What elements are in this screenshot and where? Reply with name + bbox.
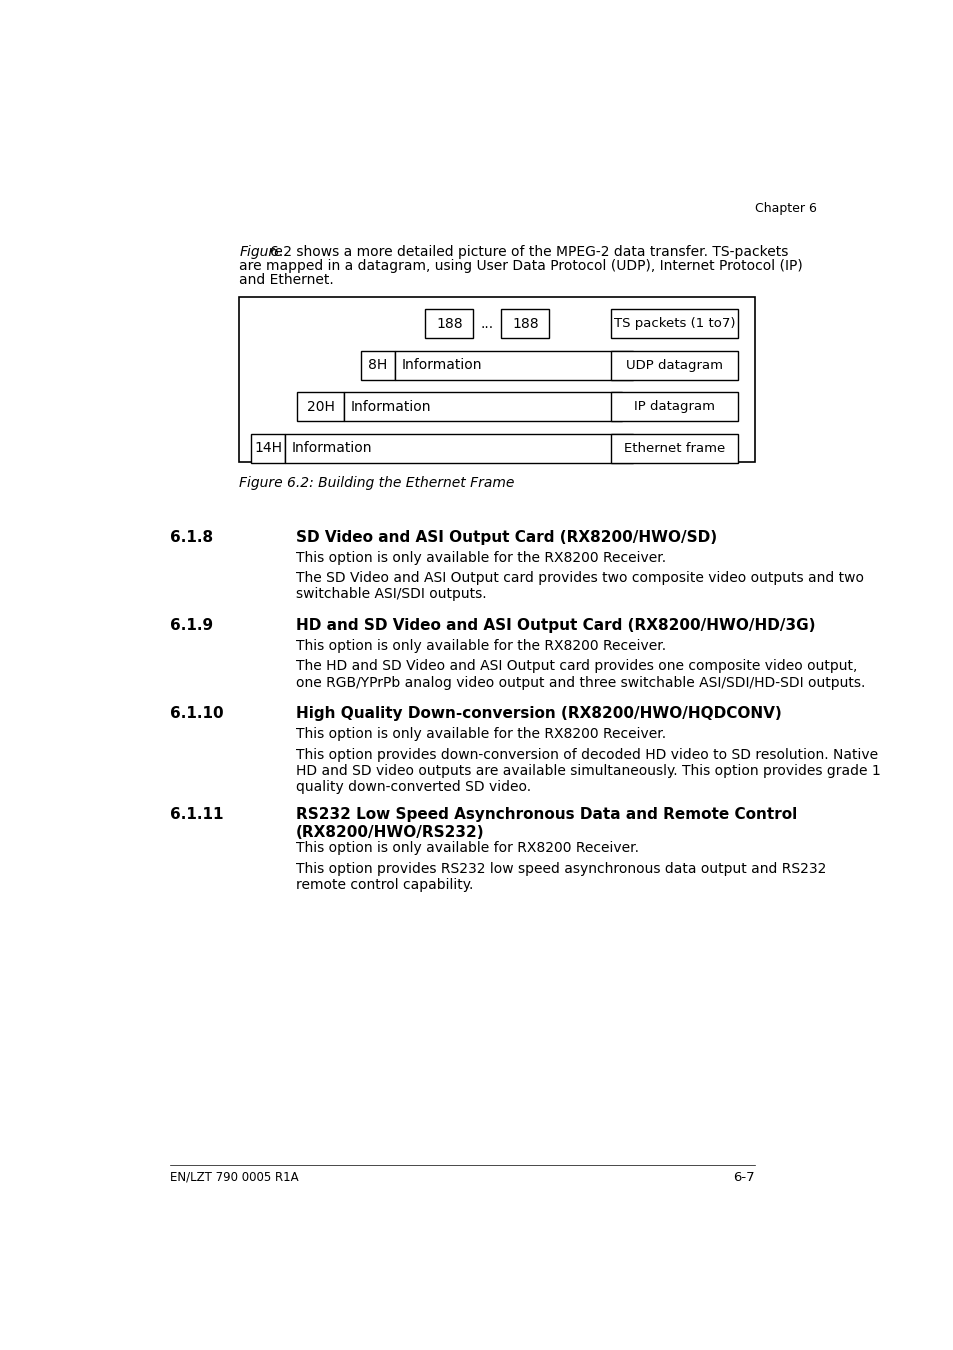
Bar xyxy=(297,393,344,421)
Text: 6.1.9: 6.1.9 xyxy=(170,618,213,633)
Bar xyxy=(395,351,633,379)
Bar xyxy=(360,351,395,379)
Bar xyxy=(611,309,737,339)
Bar xyxy=(611,351,737,379)
Text: 6-7: 6-7 xyxy=(732,1170,754,1184)
Text: IP datagram: IP datagram xyxy=(634,401,715,413)
Text: Information: Information xyxy=(401,358,481,373)
Text: SD Video and ASI Output Card (RX8200/HWO/SD): SD Video and ASI Output Card (RX8200/HWO… xyxy=(295,531,717,545)
Text: 6.2 shows a more detailed picture of the MPEG-2 data transfer. TS-packets: 6.2 shows a more detailed picture of the… xyxy=(270,246,788,259)
Text: RS232 Low Speed Asynchronous Data and Remote Control
(RX8200/HWO/RS232): RS232 Low Speed Asynchronous Data and Re… xyxy=(295,807,797,840)
Text: 188: 188 xyxy=(436,317,462,331)
Text: This option provides RS232 low speed asynchronous data output and RS232
remote c: This option provides RS232 low speed asy… xyxy=(295,861,825,892)
Text: ...: ... xyxy=(480,317,494,331)
Text: EN/LZT 790 0005 R1A: EN/LZT 790 0005 R1A xyxy=(170,1170,298,1184)
Text: 6.1.10: 6.1.10 xyxy=(170,706,223,721)
Text: are mapped in a datagram, using User Data Protocol (UDP), Internet Protocol (IP): are mapped in a datagram, using User Dat… xyxy=(239,259,802,273)
Text: This option is only available for the RX8200 Receiver.: This option is only available for the RX… xyxy=(295,639,665,653)
Bar xyxy=(344,393,621,421)
Text: and Ethernet.: and Ethernet. xyxy=(239,273,334,288)
Text: TS packets (1 to7): TS packets (1 to7) xyxy=(613,317,735,331)
Text: This option provides down-conversion of decoded HD video to SD resolution. Nativ: This option provides down-conversion of … xyxy=(295,748,880,794)
Text: Ethernet frame: Ethernet frame xyxy=(623,441,724,455)
Text: Chapter 6: Chapter 6 xyxy=(754,202,816,215)
Bar xyxy=(239,297,754,462)
Text: HD and SD Video and ASI Output Card (RX8200/HWO/HD/3G): HD and SD Video and ASI Output Card (RX8… xyxy=(295,618,815,633)
Bar xyxy=(500,309,549,339)
Bar xyxy=(611,433,737,463)
Text: This option is only available for the RX8200 Receiver.: This option is only available for the RX… xyxy=(295,728,665,741)
Bar xyxy=(251,433,285,463)
Text: Figure 6.2: Building the Ethernet Frame: Figure 6.2: Building the Ethernet Frame xyxy=(239,477,515,490)
Text: 188: 188 xyxy=(512,317,538,331)
Bar xyxy=(285,433,633,463)
Text: Information: Information xyxy=(350,400,430,414)
Text: This option is only available for the RX8200 Receiver.: This option is only available for the RX… xyxy=(295,551,665,564)
Text: The SD Video and ASI Output card provides two composite video outputs and two
sw: The SD Video and ASI Output card provide… xyxy=(295,571,863,602)
Text: High Quality Down-conversion (RX8200/HWO/HQDCONV): High Quality Down-conversion (RX8200/HWO… xyxy=(295,706,781,721)
Text: 14H: 14H xyxy=(253,441,282,455)
Text: UDP datagram: UDP datagram xyxy=(625,359,722,371)
Text: Information: Information xyxy=(291,441,372,455)
Text: 6.1.11: 6.1.11 xyxy=(170,807,223,822)
Text: 6.1.8: 6.1.8 xyxy=(170,531,213,545)
Text: This option is only available for RX8200 Receiver.: This option is only available for RX8200… xyxy=(295,841,639,855)
Text: The HD and SD Video and ASI Output card provides one composite video output,
one: The HD and SD Video and ASI Output card … xyxy=(295,659,864,690)
Bar xyxy=(611,393,737,421)
Text: 20H: 20H xyxy=(307,400,335,414)
Text: Figure: Figure xyxy=(239,246,283,259)
Text: 8H: 8H xyxy=(368,358,387,373)
Bar xyxy=(425,309,473,339)
